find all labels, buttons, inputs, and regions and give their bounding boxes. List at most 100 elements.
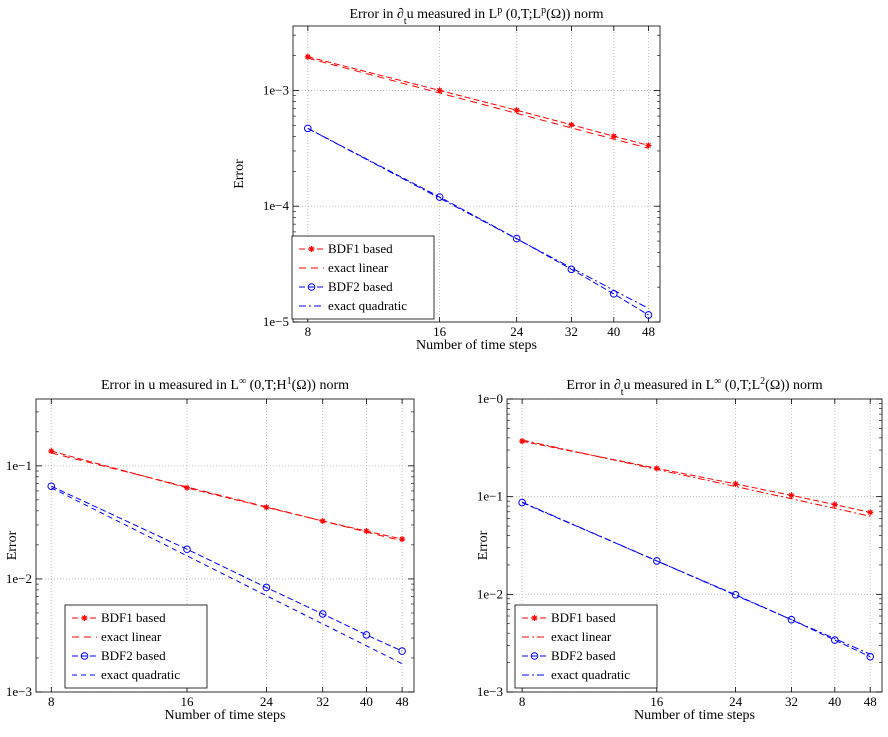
- y-tick-label: 1e−2: [477, 586, 503, 601]
- y-tick-label: 1e−3: [6, 684, 32, 699]
- x-tick-label: 16: [433, 324, 447, 339]
- legend: BDF1 based exact linear BDF2 based exact qu…: [514, 604, 658, 689]
- x-tick-label: 40: [828, 694, 841, 709]
- circle-marker: [47, 482, 56, 491]
- legend-entry: BDF2 based: [522, 648, 616, 663]
- series-exact-quadratic: [51, 487, 403, 665]
- y-tick-label: 1e−1: [6, 458, 32, 473]
- circle-marker: [866, 652, 875, 661]
- chart-3: 8 16 24 32 40 48 1e−3 1e−2 1e−1 1e−0 Number of tim…: [476, 376, 883, 723]
- x-tick-label: 8: [519, 694, 526, 709]
- star-marker: [610, 133, 617, 140]
- legend-label: BDF2 based: [551, 648, 616, 663]
- circle-marker: [653, 557, 661, 565]
- series-line: [51, 485, 403, 652]
- x-tick-label: 48: [864, 694, 877, 709]
- x-tick-label: 24: [729, 694, 743, 709]
- series-line: [521, 439, 871, 517]
- circle-marker: [398, 647, 406, 655]
- circle-marker: [644, 311, 653, 319]
- circle-marker: [831, 636, 839, 644]
- legend-box: [64, 604, 208, 689]
- legend-entry: exact quadratic: [299, 298, 407, 313]
- circle-marker: [80, 652, 89, 660]
- series-exact-quadratic: [307, 127, 649, 309]
- legend-label: exact linear: [551, 629, 612, 644]
- series-exact-linear: [51, 452, 403, 542]
- star-marker: [831, 501, 838, 508]
- x-tick-label: 32: [785, 694, 798, 709]
- circle-marker: [435, 193, 444, 201]
- star-marker: [48, 448, 55, 455]
- x-tick-label: 48: [396, 694, 409, 709]
- series-bdf1-based: [304, 53, 652, 149]
- series-exact-quadratic: [521, 501, 871, 655]
- circle-marker: [362, 631, 371, 639]
- y-tick-label: 1e−2: [6, 571, 32, 586]
- circle-marker: [262, 583, 271, 592]
- legend-label: exact quadratic: [328, 298, 407, 313]
- circle-marker: [530, 652, 539, 660]
- legend: BDF1 based exact linear BDF2 based exact qu…: [64, 604, 208, 689]
- x-tick-label: 24: [510, 324, 524, 339]
- star-marker: [81, 615, 88, 621]
- y-tick-label: 1e−3: [263, 82, 289, 97]
- x-axis-label: Number of time steps: [416, 338, 537, 353]
- legend-entry: exact linear: [299, 260, 389, 275]
- star-marker: [436, 87, 443, 94]
- series-line: [307, 127, 649, 309]
- series-line: [307, 127, 649, 316]
- star-marker: [568, 121, 575, 128]
- series-line: [307, 56, 649, 146]
- star-marker: [531, 615, 538, 621]
- x-tick-label: 8: [48, 694, 55, 709]
- series-line: [51, 487, 403, 665]
- axes-frame: [35, 398, 415, 693]
- y-axis-label: Error: [476, 530, 491, 560]
- legend-label: exact quadratic: [551, 667, 630, 682]
- legend-label: BDF1 based: [551, 610, 616, 625]
- circle-marker: [183, 545, 191, 554]
- y-tick-label: 1e−3: [477, 684, 503, 699]
- legend-box: [291, 235, 435, 320]
- x-tick-label: 24: [260, 694, 274, 709]
- series-exact-linear: [521, 439, 871, 517]
- legend-entry: exact quadratic: [522, 667, 630, 682]
- series-line: [51, 452, 403, 542]
- chart-2: 8 16 24 32 40 48 1e−3 1e−2 1e−1 Number of time st…: [5, 376, 415, 723]
- circle-marker: [518, 498, 526, 507]
- y-axis-label: Error: [232, 159, 247, 189]
- chart-title: Error in ∂tu measured in L∞ (0,T;L2(Ω)) …: [566, 376, 822, 398]
- axes-frame: [292, 25, 661, 323]
- series-line: [51, 450, 403, 540]
- legend: BDF1 based exact linear BDF2 based exact qu…: [291, 235, 435, 320]
- legend-label: exact linear: [101, 629, 162, 644]
- legend-entry: exact linear: [72, 629, 162, 644]
- y-tick-label: 1e−1: [477, 489, 503, 504]
- legend-entry: BDF1 based: [522, 610, 616, 625]
- circle-marker: [307, 283, 316, 291]
- axes-frame: [506, 398, 883, 693]
- x-tick-label: 40: [360, 694, 373, 709]
- y-tick-label: 1e−5: [263, 314, 289, 329]
- legend-label: BDF2 based: [101, 648, 166, 663]
- x-tick-label: 16: [650, 694, 664, 709]
- x-tick-label: 32: [316, 694, 329, 709]
- x-axis-label: Number of time steps: [165, 708, 286, 723]
- x-axis-label: Number of time steps: [634, 708, 755, 723]
- series-line: [522, 440, 871, 513]
- star-marker: [183, 484, 190, 491]
- legend-label: exact quadratic: [101, 667, 180, 682]
- star-marker: [732, 480, 739, 487]
- legend-label: BDF1 based: [328, 241, 393, 256]
- x-tick-label: 32: [565, 324, 578, 339]
- circle-marker: [304, 124, 312, 133]
- star-marker: [867, 509, 874, 516]
- legend-label: BDF1 based: [101, 610, 166, 625]
- y-tick-label: 1e−4: [263, 198, 290, 213]
- legend-entry: BDF2 based: [72, 648, 166, 663]
- series-line: [307, 57, 649, 149]
- legend-label: exact linear: [328, 260, 389, 275]
- y-tick-label: 1e−0: [477, 391, 503, 406]
